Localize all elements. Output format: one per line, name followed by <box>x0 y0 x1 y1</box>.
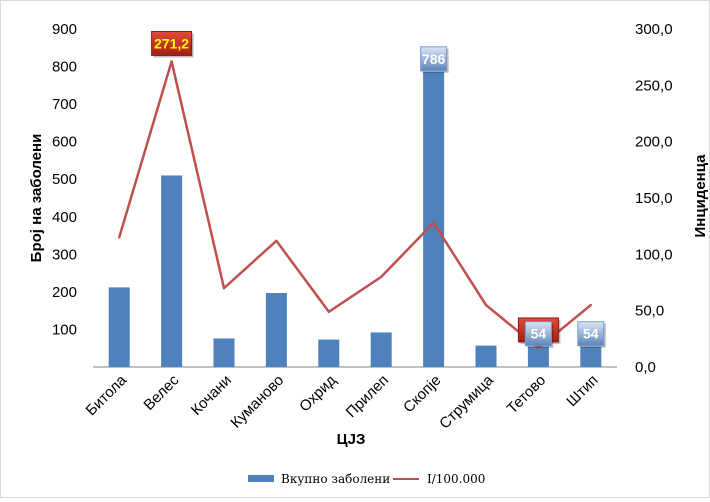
y-tick-label: 400 <box>52 209 77 226</box>
line-point <box>484 303 488 307</box>
x-tick-label: Охрид <box>296 372 340 416</box>
y-axis-title: Број на заболени <box>28 134 45 263</box>
y-tick-label: 500 <box>52 171 77 188</box>
x-tick-label: Струмица <box>436 371 497 432</box>
x-tick-label: Скопје <box>400 372 444 416</box>
x-tick-label: Тетово <box>504 372 550 418</box>
y2-tick-label: 250,0 <box>635 77 673 94</box>
x-axis-title: ЦЈЗ <box>337 431 366 448</box>
y2-tick-label: 100,0 <box>635 246 673 263</box>
x-tick-label: Битола <box>83 371 131 419</box>
line-point <box>432 221 435 224</box>
data-label-box <box>577 321 605 347</box>
data-label-text: 54 <box>531 326 547 342</box>
bar <box>423 71 445 368</box>
bar <box>265 293 287 367</box>
line-point <box>380 275 383 279</box>
data-label: 54 <box>524 321 554 348</box>
bar <box>161 175 183 367</box>
line-point <box>170 60 173 63</box>
line-point <box>118 236 121 239</box>
y2-tick-label: 300,0 <box>635 21 673 38</box>
data-label-box <box>151 30 193 56</box>
x-tick-label: Прилеп <box>343 372 392 421</box>
data-label-box <box>524 321 552 347</box>
bar <box>108 287 130 367</box>
y2-tick-label: 200,0 <box>635 134 673 151</box>
y2-tick-label: 0,0 <box>635 359 656 376</box>
y-tick-label: 800 <box>52 59 77 76</box>
data-label-text: 271,2 <box>154 35 189 51</box>
y-tick-label: 200 <box>52 284 77 301</box>
x-tick-label: Куманово <box>227 372 287 432</box>
y-tick-label: 700 <box>52 96 77 113</box>
line-series <box>118 60 592 350</box>
y-tick-label: 600 <box>52 134 77 151</box>
x-tick-label: Кочани <box>188 372 235 419</box>
y-tick-label: 100 <box>52 321 77 338</box>
bar <box>475 345 497 367</box>
bar <box>580 346 602 367</box>
y2-tick-label: 50,0 <box>635 303 664 320</box>
bar <box>318 339 340 367</box>
bar <box>370 332 392 367</box>
legend-label-bars: Вкупно заболени <box>281 472 390 486</box>
data-label-text: 786 <box>422 51 446 67</box>
data-label: 271,2 <box>151 30 194 58</box>
line-point <box>275 239 278 243</box>
legend-swatch-bars <box>248 475 274 482</box>
y-tick-label: 300 <box>52 246 77 263</box>
data-label-box <box>420 46 448 72</box>
line-point <box>327 310 330 313</box>
line-point <box>222 286 226 290</box>
legend-label-line: I/100.000 <box>427 472 485 486</box>
y2-axis-title: Инциденца <box>692 154 709 238</box>
line-point <box>589 303 592 307</box>
y2-tick-label: 150,0 <box>635 190 673 207</box>
x-tick-label: Велес <box>140 371 182 413</box>
data-label-text: 54 <box>583 326 599 342</box>
x-tick-label: Штип <box>563 372 601 410</box>
bar <box>527 346 549 367</box>
line-point <box>537 346 540 350</box>
bar <box>213 338 235 367</box>
plot-area: 900 800 700 600 500 400 300 200 100 300,0 250,0 200… <box>28 21 709 486</box>
data-label: 54 <box>577 321 606 348</box>
y-tick-label: 900 <box>52 21 77 38</box>
data-label: 786 <box>420 46 449 73</box>
